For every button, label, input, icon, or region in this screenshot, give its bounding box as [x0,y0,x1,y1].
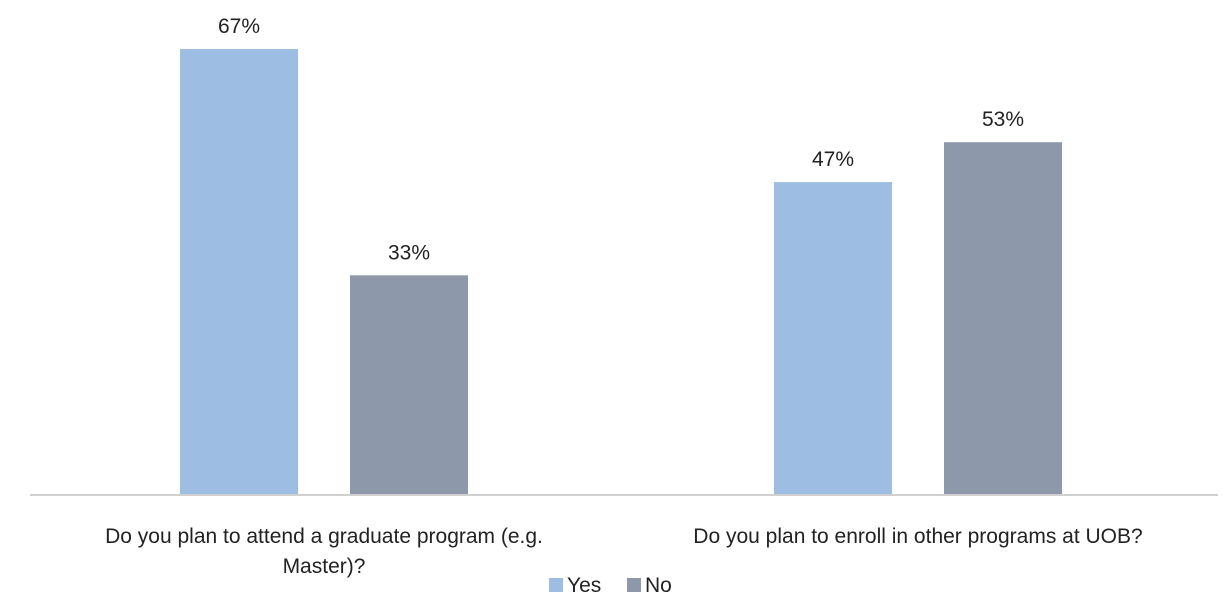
data-label-yes-1: 67% [218,15,260,38]
bars-layer [180,49,1062,495]
legend-item-yes: Yes [549,574,601,597]
category-label-1: Do you plan to attend a graduate program… [105,525,543,578]
legend-swatch-no [627,578,641,592]
bar-no-1 [350,275,468,495]
legend-label-yes: Yes [567,574,601,597]
category-label-2: Do you plan to enroll in other programs … [693,525,1142,548]
bar-yes-2 [774,182,892,495]
bar-yes-1 [180,49,298,495]
legend-label-no: No [645,574,672,597]
legend: Yes No [549,574,672,597]
data-label-yes-2: 47% [812,148,854,171]
legend-swatch-yes [549,578,563,592]
data-label-no-2: 53% [982,108,1024,131]
bar-no-2 [944,142,1062,495]
value-labels-layer: 67% 33% 47% 53% [218,15,1024,264]
legend-item-no: No [627,574,672,597]
category-labels-layer: Do you plan to attend a graduate program… [105,525,1143,578]
data-label-no-1: 33% [388,241,430,264]
